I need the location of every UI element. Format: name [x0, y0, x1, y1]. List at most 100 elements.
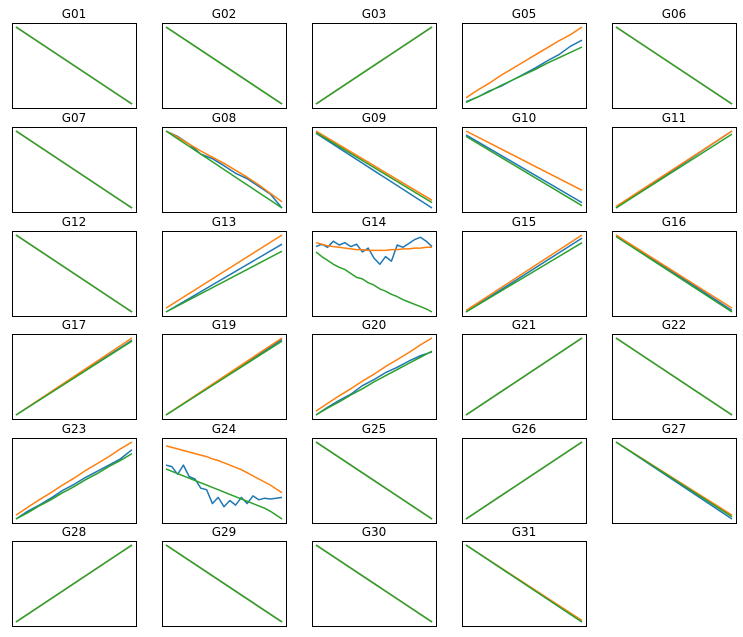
- series-line-green: [165, 468, 283, 520]
- subplot-frame: [312, 231, 437, 317]
- series-line-green: [315, 544, 433, 623]
- series-line-green: [465, 242, 583, 313]
- subplot-title: G16: [662, 215, 687, 229]
- subplot-title: G20: [362, 318, 387, 332]
- subplot-title: G22: [662, 318, 687, 332]
- series-line-green: [465, 441, 583, 520]
- subplot-g05: G05: [462, 7, 587, 109]
- series-line-orange: [315, 130, 433, 201]
- subplot-g11: G11: [612, 111, 737, 213]
- series-line-green: [15, 544, 133, 623]
- subplot-title: G01: [62, 7, 87, 21]
- series-line-orange: [315, 337, 433, 412]
- series-line-green: [465, 135, 583, 207]
- series-line-orange: [465, 234, 583, 312]
- subplot-title: G25: [362, 422, 387, 436]
- series-line-orange: [615, 130, 733, 208]
- subplot-g13: G13: [162, 215, 287, 317]
- series-line-orange: [615, 234, 733, 309]
- series-line-orange: [165, 234, 283, 309]
- series-line-green: [165, 250, 283, 313]
- subplot-g07: G07: [12, 111, 137, 213]
- series-line-green: [165, 26, 283, 105]
- series-line-orange: [165, 130, 283, 203]
- subplot-g23: G23: [12, 422, 137, 524]
- series-line-blue: [15, 449, 133, 520]
- series-line-green: [15, 130, 133, 209]
- subplot-g12: G12: [12, 215, 137, 317]
- subplot-title: G14: [362, 215, 387, 229]
- subplot-frame: [462, 127, 587, 213]
- subplot-title: G29: [212, 525, 237, 539]
- series-line-blue: [315, 236, 433, 266]
- series-line-green: [165, 340, 283, 416]
- series-line-green: [315, 350, 433, 416]
- subplot-title: G10: [512, 111, 537, 125]
- subplot-g06: G06: [612, 7, 737, 109]
- series-line-green: [15, 340, 133, 416]
- subplot-g10: G10: [462, 111, 587, 213]
- subplot-title: G31: [512, 525, 537, 539]
- series-line-orange: [315, 241, 432, 252]
- subplot-title: G08: [212, 111, 237, 125]
- subplot-g31: G31: [462, 525, 587, 627]
- subplot-title: G13: [212, 215, 237, 229]
- subplot-g25: G25: [312, 422, 437, 524]
- subplot-title: G23: [62, 422, 87, 436]
- subplot-title: G07: [62, 111, 87, 125]
- series-line-green: [315, 251, 433, 313]
- subplot-g29: G29: [162, 525, 287, 627]
- subplot-title: G06: [662, 7, 687, 21]
- subplot-g08: G08: [162, 111, 287, 213]
- subplot-g20: G20: [312, 318, 437, 420]
- series-line-blue: [465, 134, 583, 204]
- series-line-blue: [165, 243, 283, 313]
- series-line-green: [615, 337, 733, 416]
- subplot-g17: G17: [12, 318, 137, 420]
- series-line-green: [615, 133, 733, 209]
- subplot-g02: G02: [162, 7, 287, 109]
- subplot-g21: G21: [462, 318, 587, 420]
- subplot-title: G27: [662, 422, 687, 436]
- series-line-green: [165, 130, 283, 209]
- subplot-title: G21: [512, 318, 537, 332]
- series-line-orange: [165, 445, 283, 494]
- series-line-green: [465, 544, 583, 623]
- subplot-g19: G19: [162, 318, 287, 420]
- subplot-g27: G27: [612, 422, 737, 524]
- subplot-g09: G09: [312, 111, 437, 213]
- subplot-title: G05: [512, 7, 537, 21]
- series-line-green: [15, 26, 133, 105]
- subplot-title: G19: [212, 318, 237, 332]
- subplot-title: G02: [212, 7, 237, 21]
- series-line-green: [465, 46, 583, 104]
- subplot-g28: G28: [12, 525, 137, 627]
- series-line-green: [15, 234, 133, 313]
- subplot-g24: G24: [162, 422, 287, 524]
- subplot-g14: G14: [312, 215, 437, 317]
- subplot-title: G03: [362, 7, 387, 21]
- subplot-g30: G30: [312, 525, 437, 627]
- subplot-title: G15: [512, 215, 537, 229]
- subplot-g03: G03: [312, 7, 437, 109]
- subplot-title: G28: [62, 525, 87, 539]
- subplot-title: G11: [662, 111, 687, 125]
- subplot-title: G12: [62, 215, 87, 229]
- subplot-title: G26: [512, 422, 537, 436]
- series-line-green: [165, 544, 283, 623]
- series-line-green: [315, 131, 433, 204]
- series-line-blue: [165, 464, 283, 508]
- subplot-g22: G22: [612, 318, 737, 420]
- subplot-g26: G26: [462, 422, 587, 524]
- subplot-g01: G01: [12, 7, 137, 109]
- series-line-orange: [465, 130, 583, 191]
- series-line-green: [615, 235, 733, 313]
- series-line-blue: [315, 351, 433, 416]
- series-line-green: [615, 26, 733, 105]
- subplot-g15: G15: [462, 215, 587, 317]
- series-line-green: [15, 452, 133, 520]
- series-line-green: [315, 26, 433, 105]
- series-line-green: [465, 337, 583, 416]
- series-line-blue: [315, 132, 433, 209]
